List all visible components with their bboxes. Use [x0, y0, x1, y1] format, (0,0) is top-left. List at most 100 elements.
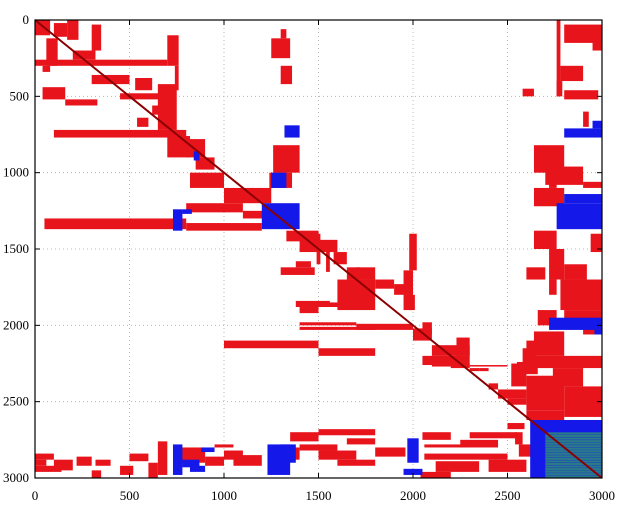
low-rank-block — [469, 432, 517, 439]
low-rank-block — [242, 210, 272, 219]
low-rank-block — [431, 345, 470, 356]
low-rank-block — [174, 65, 179, 91]
dense-block — [189, 465, 206, 472]
low-rank-block — [157, 441, 168, 475]
low-rank-block — [469, 368, 480, 372]
low-rank-block — [44, 218, 187, 230]
low-rank-block — [526, 267, 546, 280]
low-rank-block — [189, 172, 224, 188]
low-rank-block — [167, 35, 179, 66]
low-rank-block — [224, 187, 272, 204]
low-rank-block — [420, 471, 451, 478]
low-rank-block — [53, 129, 187, 138]
low-rank-block — [346, 267, 376, 280]
low-rank-block — [403, 270, 413, 311]
x-tick-label: 2000 — [400, 488, 426, 503]
y-tick-label: 0 — [23, 12, 30, 27]
low-rank-block — [42, 65, 51, 72]
dense-block — [564, 194, 602, 204]
low-rank-blocks — [35, 20, 602, 478]
low-rank-block — [394, 284, 406, 295]
low-rank-block — [409, 233, 417, 271]
low-rank-block — [318, 429, 376, 436]
low-rank-block — [53, 23, 68, 37]
low-rank-block — [556, 81, 563, 97]
low-rank-block — [583, 111, 589, 127]
dense-block — [403, 468, 423, 475]
low-rank-block — [35, 453, 54, 460]
low-rank-block — [435, 461, 480, 472]
low-rank-block — [178, 447, 206, 463]
low-rank-block — [422, 322, 432, 335]
low-rank-block — [375, 447, 406, 457]
low-rank-block — [65, 99, 98, 106]
low-rank-block — [148, 462, 158, 478]
low-rank-block — [76, 456, 92, 466]
low-rank-block — [549, 279, 557, 295]
low-rank-block — [552, 368, 584, 387]
low-rank-block — [280, 267, 315, 275]
low-rank-block — [456, 337, 470, 356]
low-rank-block — [488, 459, 527, 472]
dense-block — [182, 209, 192, 214]
low-rank-block — [356, 323, 413, 330]
y-tick-label: 3000 — [3, 470, 29, 485]
low-rank-block — [67, 20, 79, 40]
y-axis: 0 500 1000 1500 2000 2500 3000 — [3, 12, 602, 485]
dense-block — [407, 438, 419, 463]
diagonal-line — [34, 19, 603, 479]
low-rank-block — [135, 78, 153, 91]
low-rank-block — [318, 302, 357, 308]
x-tick-label: 1000 — [211, 488, 237, 503]
dense-block — [594, 329, 602, 335]
y-tick-label: 500 — [10, 88, 30, 103]
y-tick-label: 2000 — [3, 317, 29, 332]
x-tick-label: 3000 — [589, 488, 615, 503]
low-rank-block — [95, 459, 111, 466]
x-axis: 0 500 1000 1500 2000 2500 3000 — [32, 20, 615, 503]
low-rank-block — [375, 279, 395, 289]
y-tick-label: 1000 — [3, 165, 29, 180]
low-rank-block — [205, 456, 224, 466]
low-rank-block — [35, 459, 47, 466]
low-rank-block — [299, 307, 319, 314]
low-rank-block — [488, 383, 499, 390]
low-rank-block — [186, 203, 243, 213]
low-rank-block — [515, 432, 523, 445]
low-rank-block — [91, 24, 102, 51]
low-rank-block — [295, 300, 330, 308]
low-rank-block — [137, 117, 149, 127]
low-rank-block — [533, 331, 565, 356]
low-rank-block — [564, 386, 602, 417]
dense-block — [564, 128, 602, 138]
low-rank-block — [91, 470, 102, 478]
low-rank-block — [72, 50, 96, 60]
low-rank-block — [545, 166, 584, 185]
x-tick-label: 1500 — [306, 488, 332, 503]
low-rank-block — [273, 145, 300, 173]
low-rank-block — [295, 261, 311, 268]
low-rank-block — [560, 65, 584, 82]
x-tick-label: 2500 — [495, 488, 521, 503]
low-rank-block — [526, 410, 565, 420]
y-tick-label: 1500 — [3, 241, 29, 256]
dense-block — [549, 317, 602, 330]
low-rank-block — [35, 465, 62, 472]
low-rank-block — [564, 90, 599, 100]
low-rank-block — [333, 252, 347, 265]
low-rank-block — [157, 84, 177, 130]
low-rank-block — [318, 348, 376, 356]
low-rank-block — [299, 326, 376, 330]
low-rank-block — [120, 93, 168, 100]
low-rank-block — [186, 223, 262, 231]
x-tick-label: 0 — [32, 488, 39, 503]
low-rank-block — [422, 355, 461, 366]
dense-block — [172, 209, 183, 231]
low-rank-block — [409, 294, 415, 311]
dense-block — [284, 125, 300, 138]
dense-block — [201, 447, 215, 453]
y-tick-label: 2500 — [3, 394, 29, 409]
low-rank-block — [299, 444, 338, 451]
low-rank-block — [507, 423, 525, 430]
